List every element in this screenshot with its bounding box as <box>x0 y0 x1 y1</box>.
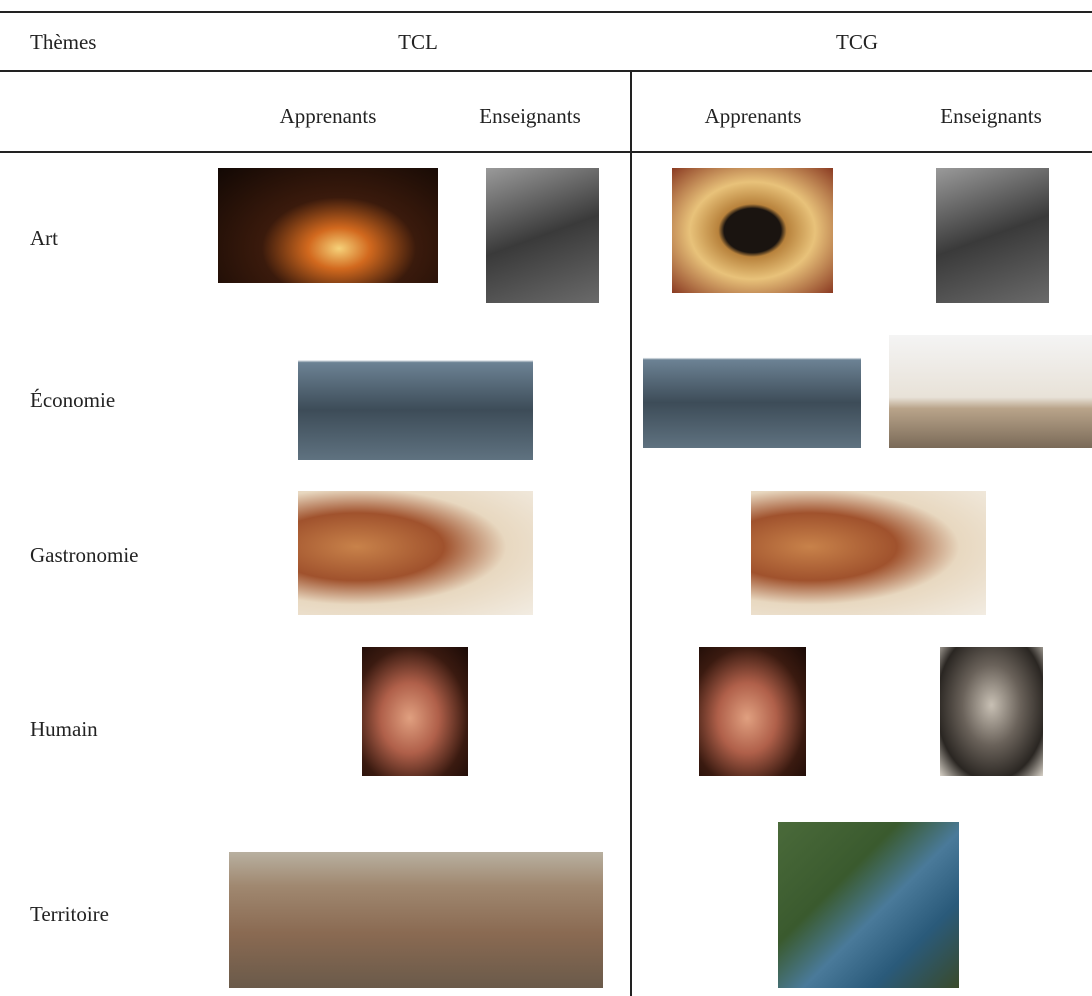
photo <box>298 491 533 615</box>
row-label: Gastronomie <box>30 543 139 567</box>
subheader-cell: Enseignants <box>940 104 1042 128</box>
photo <box>362 647 468 776</box>
photo <box>672 168 833 293</box>
photo <box>889 335 1092 448</box>
header-cell: Thèmes <box>30 30 97 54</box>
photo <box>218 168 438 283</box>
subheader-cell: Apprenants <box>704 104 802 128</box>
photo <box>643 335 861 448</box>
row-label: Art <box>30 226 58 250</box>
column-divider <box>630 71 632 996</box>
header-cell: TCG <box>836 30 878 54</box>
header-cell: TCL <box>398 30 438 54</box>
row-label: Économie <box>30 388 116 412</box>
photo <box>778 822 959 988</box>
photo <box>751 491 986 615</box>
row-label: Humain <box>30 717 98 741</box>
header-rule <box>0 70 1092 72</box>
photo <box>486 168 599 303</box>
photo <box>940 647 1043 776</box>
photo <box>936 168 1049 303</box>
photo <box>699 647 806 776</box>
subheader-cell: Enseignants <box>479 104 581 128</box>
subheader-rule <box>0 151 1092 153</box>
top-rule <box>0 11 1092 13</box>
photo <box>229 852 603 988</box>
row-label: Territoire <box>30 902 109 926</box>
photo <box>298 335 533 460</box>
subheader-cell: Apprenants <box>279 104 377 128</box>
